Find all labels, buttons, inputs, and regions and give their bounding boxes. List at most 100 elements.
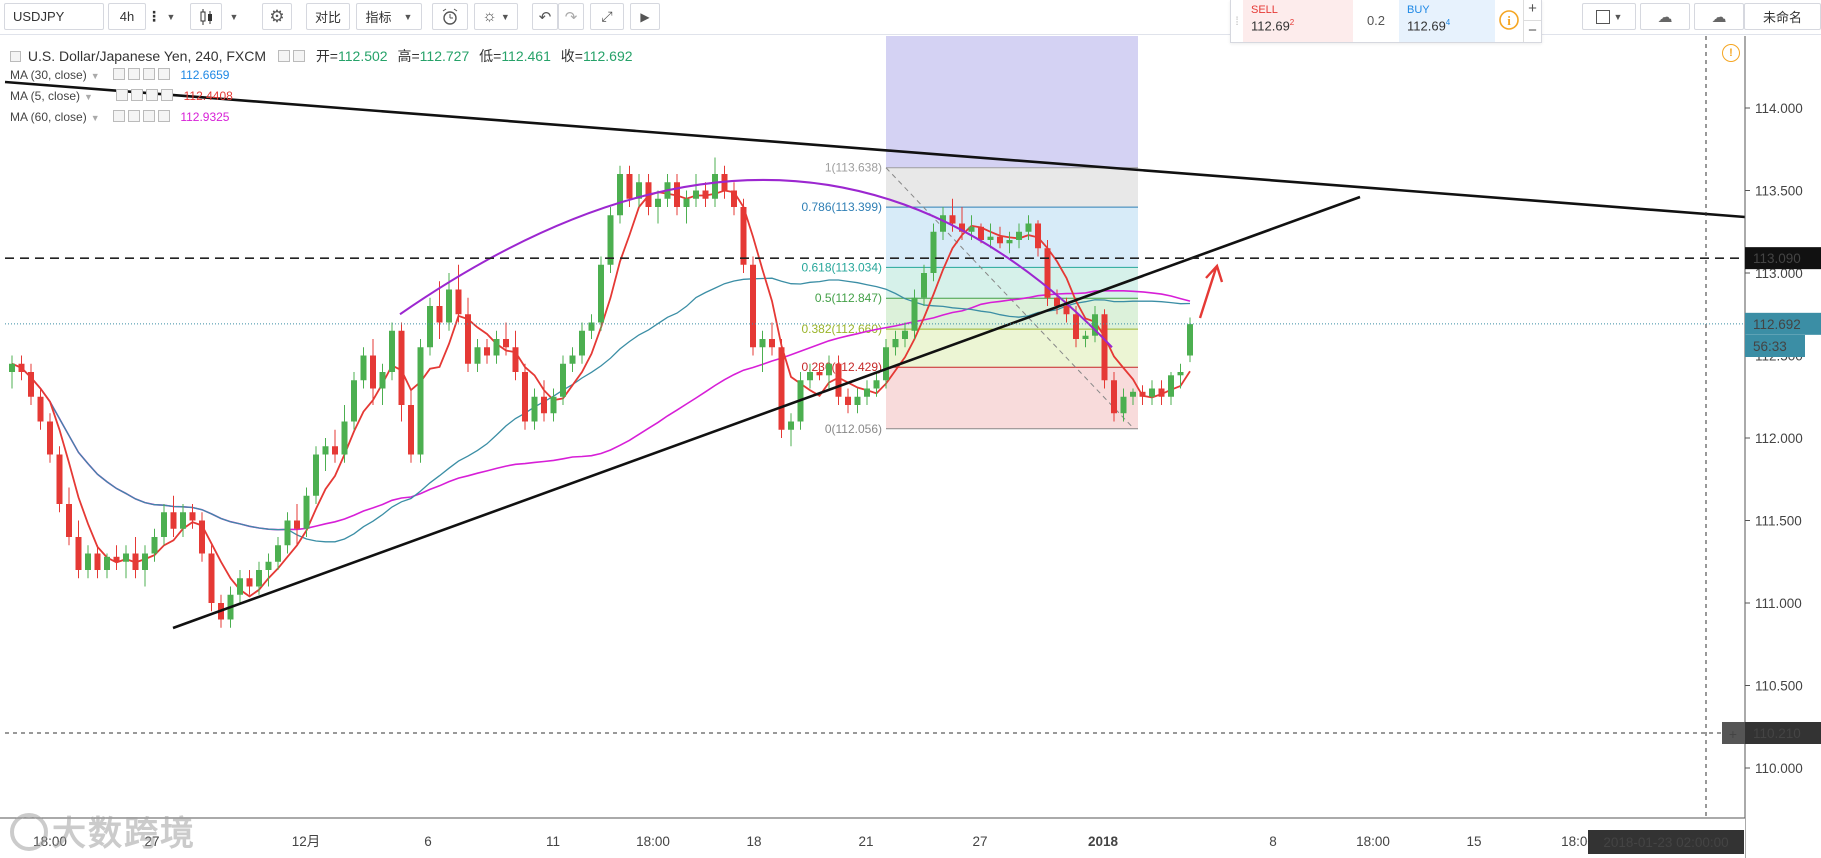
- main-series-legend: U.S. Dollar/Japanese Yen, 240, FXCM 开= 11…: [10, 46, 633, 66]
- price-tick-label: 110.000: [1755, 761, 1803, 776]
- candle-body: [1120, 396, 1127, 414]
- sell-button[interactable]: SELL 112.692: [1243, 0, 1353, 42]
- candle-body: [332, 446, 338, 455]
- gear-icon[interactable]: ⚙: [262, 3, 292, 30]
- redo-icon[interactable]: ↷: [558, 3, 584, 30]
- ma60-legend[interactable]: MA (60, close) ▼ 112.9325: [10, 110, 230, 124]
- candle-body: [455, 289, 462, 315]
- candle-body: [655, 198, 661, 207]
- ma5-label: MA (5, close): [10, 89, 81, 103]
- candle-body: [617, 174, 623, 216]
- fib-zone: [886, 367, 1138, 429]
- candle-body: [569, 355, 576, 364]
- interval-button[interactable]: 4h: [108, 3, 146, 30]
- ma5-legend[interactable]: MA (5, close) ▼ 112.4408: [10, 89, 233, 103]
- candle-body: [408, 405, 414, 455]
- countdown-label-bg: [1745, 335, 1805, 357]
- candle: [921, 264, 927, 306]
- candle-body: [940, 215, 946, 232]
- candle-body: [151, 537, 158, 554]
- series-title: U.S. Dollar/Japanese Yen, 240, FXCM: [27, 48, 267, 64]
- indicators-button[interactable]: 指标 ▼: [356, 3, 422, 30]
- info-icon[interactable]: i: [1497, 0, 1521, 42]
- candle-body: [256, 570, 262, 587]
- hline-price-label: 113.090: [1745, 247, 1821, 270]
- price-tick-label: 112.000: [1755, 431, 1803, 446]
- candle-body: [446, 289, 452, 323]
- candle-body: [892, 339, 899, 348]
- indicators-label: 指标: [365, 10, 392, 25]
- candle-body: [503, 339, 509, 348]
- fib-level-label: 0.786(113.399): [801, 200, 882, 214]
- price-axis-bg: [1745, 36, 1821, 858]
- candle-body: [788, 421, 794, 430]
- interval-menu-icon[interactable]: ⋮: [146, 3, 162, 30]
- zoom-in-button[interactable]: +: [1524, 0, 1541, 21]
- fullscreen-icon[interactable]: ⤢: [590, 3, 624, 30]
- candle-body: [750, 264, 756, 348]
- candle: [113, 545, 120, 570]
- ma30-label: MA (30, close): [10, 68, 87, 82]
- buy-button[interactable]: BUY 112.694: [1399, 0, 1495, 42]
- fib-level-label: 0.5(112.847): [815, 291, 882, 305]
- drag-handle-icon[interactable]: ⁞: [1235, 14, 1239, 28]
- ma30-legend[interactable]: MA (30, close) ▼ 112.6659: [10, 68, 230, 82]
- candle-type-icon[interactable]: [190, 3, 222, 30]
- ma30-controls-icon[interactable]: [112, 68, 173, 82]
- candle-body: [379, 372, 386, 389]
- candle-body: [1149, 388, 1155, 397]
- lightbulb-icon[interactable]: ☼ ▼: [474, 3, 518, 30]
- candle: [493, 330, 500, 364]
- ma5-controls-icon[interactable]: [116, 89, 176, 103]
- watermark-logo: 大数跨境: [10, 806, 196, 855]
- candle: [408, 388, 414, 463]
- layout-square-icon[interactable]: ▼: [1582, 3, 1636, 30]
- drawings[interactable]: [4, 36, 1746, 818]
- time-tick-label: 18:00: [636, 834, 670, 849]
- candle: [37, 388, 44, 430]
- cloud-icon[interactable]: ☁: [1640, 3, 1690, 30]
- open-label: 开=: [315, 48, 338, 64]
- symbol-label: USDJPY: [13, 9, 65, 24]
- price-tick-label: 113.500: [1755, 184, 1803, 199]
- candle-body: [1054, 297, 1060, 306]
- cloud-upload-icon[interactable]: ☁: [1694, 3, 1744, 30]
- candle: [892, 330, 899, 356]
- candle-body: [1177, 372, 1184, 376]
- candle: [28, 363, 34, 405]
- candle: [702, 182, 709, 207]
- low-value: 112.461: [501, 48, 551, 64]
- candle-body: [85, 553, 91, 570]
- alert-icon[interactable]: [432, 3, 468, 30]
- ma60-controls-icon[interactable]: [112, 110, 173, 124]
- candle: [94, 545, 101, 579]
- symbol-search[interactable]: USDJPY: [4, 3, 104, 30]
- layout-name-button[interactable]: 未命名: [1744, 3, 1821, 30]
- collapse-icon[interactable]: [10, 51, 21, 62]
- zoom-out-button[interactable]: −: [1528, 22, 1537, 39]
- candle: [341, 405, 348, 463]
- series-settings-icon[interactable]: [277, 48, 308, 64]
- price-tick-label: 111.000: [1755, 596, 1802, 611]
- buy-price-sup: 4: [1445, 18, 1451, 27]
- candle: [1158, 380, 1165, 405]
- arrow-up-icon: [1198, 263, 1224, 319]
- current-price-label-text: 112.692: [1753, 317, 1801, 332]
- candle: [788, 413, 794, 447]
- price-tick-label: 114.000: [1755, 101, 1803, 116]
- chevron-down-icon[interactable]: ▼: [222, 3, 242, 30]
- candle: [303, 487, 310, 537]
- warning-icon[interactable]: !: [1722, 44, 1740, 62]
- candle: [531, 388, 538, 430]
- current-price-label: 112.692: [1745, 312, 1821, 335]
- fibonacci-retracement[interactable]: 1(113.638) 0.786(113.399) 0.618(113.034) 0.…: [801, 36, 1138, 436]
- compare-button[interactable]: 对比: [306, 3, 350, 30]
- candle-body: [598, 264, 604, 323]
- crosshair-time-label: 2018-01-23 02:00:00: [1603, 835, 1728, 850]
- chevron-down-icon[interactable]: ▼: [162, 3, 176, 30]
- candle: [740, 198, 747, 273]
- undo-icon[interactable]: ↶: [532, 3, 558, 30]
- play-icon[interactable]: ▶: [630, 3, 660, 30]
- candle: [569, 347, 576, 372]
